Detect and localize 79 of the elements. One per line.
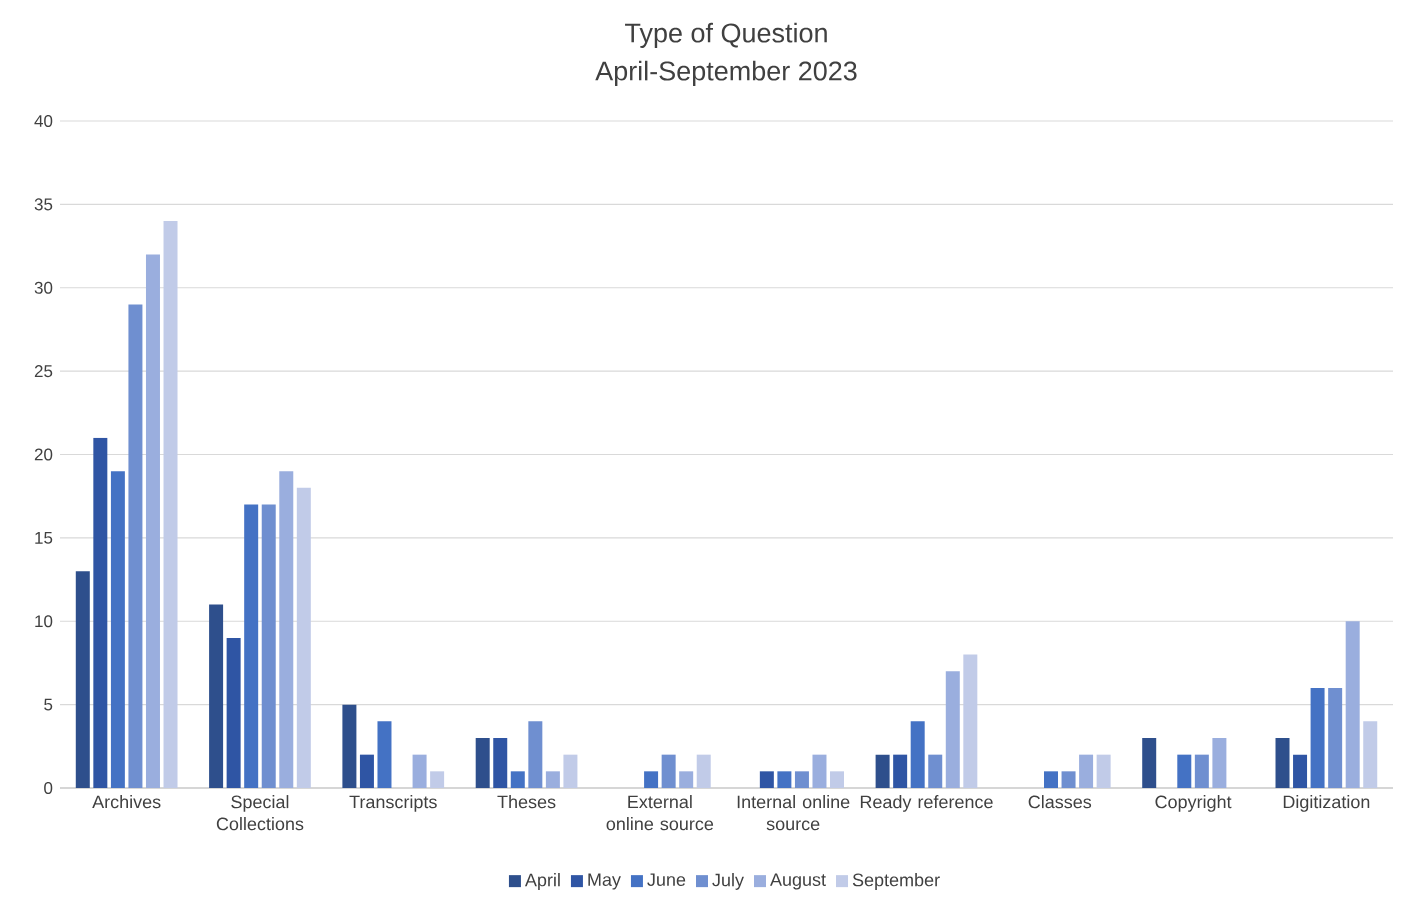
- bar: [563, 754, 578, 788]
- bar: [279, 471, 294, 788]
- y-tick-label: 0: [44, 782, 53, 795]
- bar: [412, 754, 427, 788]
- bar: [928, 754, 943, 788]
- bar: [1212, 737, 1227, 788]
- x-tick-label: Digitization: [1283, 795, 1370, 812]
- x-tick-label: Classes: [1028, 795, 1092, 809]
- x-tick-label: Ready reference: [860, 795, 993, 812]
- bar: [875, 754, 890, 788]
- x-tick-label: Transcripts: [349, 795, 437, 812]
- bar: [812, 754, 827, 788]
- bar: [910, 721, 925, 788]
- bar: [759, 771, 774, 788]
- y-tick-label: 15: [35, 531, 53, 544]
- y-tick-label: 40: [34, 115, 53, 128]
- bar: [830, 771, 845, 788]
- bar: [963, 654, 978, 788]
- bar: [679, 771, 694, 788]
- bar: [377, 721, 392, 788]
- bar: [1310, 687, 1325, 788]
- bar: [1275, 737, 1290, 788]
- bar: [128, 304, 143, 788]
- y-tick-label: 30: [34, 281, 53, 294]
- bar: [1142, 737, 1157, 788]
- bar: [661, 754, 676, 788]
- y-tick-label: 25: [34, 365, 53, 378]
- bar: [1079, 754, 1094, 788]
- bar: [696, 754, 711, 788]
- bar: [1043, 771, 1058, 788]
- bar: [777, 771, 792, 788]
- legend-label: August: [770, 873, 826, 890]
- legend-label: September: [852, 873, 940, 890]
- x-tick-label: External online source: [606, 795, 714, 831]
- x-tick-label: Copyright: [1155, 795, 1232, 812]
- bar: [1328, 687, 1343, 788]
- x-tick-label: Archives: [92, 795, 161, 809]
- bar: [1096, 754, 1111, 788]
- bar: [93, 437, 108, 788]
- bar: [794, 771, 809, 788]
- legend-label: May: [588, 873, 621, 890]
- bar: [493, 737, 508, 788]
- y-tick-label: 10: [35, 615, 53, 628]
- y-tick-label: 20: [34, 448, 53, 461]
- x-tick-label: Internal online source: [737, 795, 850, 831]
- bar: [163, 221, 178, 788]
- bar: [475, 737, 490, 788]
- bar: [1293, 754, 1308, 788]
- legend-label: June: [647, 873, 686, 887]
- bar: [145, 254, 160, 788]
- bar: [261, 504, 276, 788]
- legend-label: July: [712, 873, 744, 890]
- bar: [1345, 621, 1360, 788]
- bar: [226, 637, 241, 788]
- bar: [893, 754, 908, 788]
- bar: [430, 771, 445, 788]
- bar: [528, 721, 543, 788]
- bar: [1363, 721, 1378, 788]
- x-tick-label: Special Collections: [216, 795, 304, 831]
- x-tick-label: Theses: [497, 795, 556, 809]
- bar: [1061, 771, 1076, 788]
- bar: [75, 571, 90, 788]
- bar: [945, 671, 960, 788]
- chart-title: Type of Question: [625, 22, 827, 48]
- bar: [510, 771, 525, 788]
- bar: [359, 754, 374, 788]
- bar: [1194, 754, 1209, 788]
- bar: [644, 771, 659, 788]
- legend-label: April: [524, 873, 560, 890]
- bar: [342, 704, 357, 788]
- chart-subtitle: April-September 2023: [595, 60, 857, 86]
- y-tick-label: 5: [44, 698, 53, 711]
- bar: [209, 604, 224, 788]
- bar: [296, 487, 311, 788]
- y-tick-label: 35: [34, 198, 53, 211]
- bar: [110, 471, 125, 788]
- bar: [545, 771, 560, 788]
- bar: [1177, 754, 1192, 788]
- bar: [244, 504, 259, 788]
